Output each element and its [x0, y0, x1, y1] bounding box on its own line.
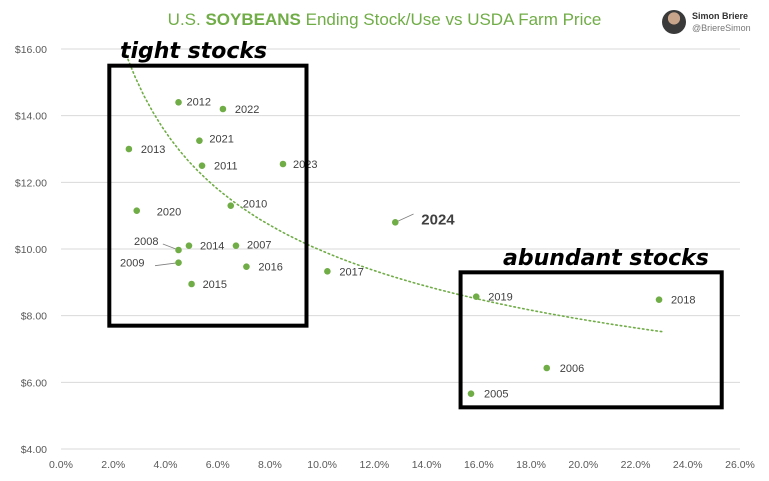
- x-tick-label: 8.0%: [258, 459, 282, 471]
- data-point: [175, 259, 182, 266]
- data-point: [227, 202, 235, 209]
- point-label: 2010: [243, 199, 267, 211]
- data-point: [125, 145, 133, 153]
- x-tick-label: 20.0%: [568, 459, 598, 471]
- point-label: 2016: [258, 262, 282, 274]
- leader-line: [395, 213, 414, 223]
- point-label: 2019: [488, 292, 512, 304]
- point-label: 2021: [209, 134, 233, 146]
- point-label: 2014: [200, 241, 224, 253]
- y-tick-label: $6.00: [21, 377, 47, 389]
- data-point: [279, 160, 287, 168]
- x-tick-label: 4.0%: [153, 459, 177, 471]
- data-point: [472, 293, 480, 300]
- x-tick-label: 22.0%: [621, 459, 651, 471]
- y-tick-label: $12.00: [15, 177, 47, 189]
- point-label: 2013: [141, 144, 165, 156]
- y-tick-label: $16.00: [15, 44, 47, 56]
- data-point: [243, 263, 250, 270]
- x-tick-label: 18.0%: [516, 459, 546, 471]
- point-label: 2011: [214, 161, 238, 173]
- y-tick-label: $8.00: [21, 311, 47, 323]
- author-badge[interactable]: Simon Briere @BriereSimon: [662, 10, 751, 34]
- y-tick-label: $4.00: [21, 444, 47, 456]
- x-tick-label: 10.0%: [307, 459, 337, 471]
- data-point: [175, 99, 182, 106]
- x-tick-label: 24.0%: [673, 459, 703, 471]
- data-point: [219, 105, 227, 113]
- x-tick-label: 26.0%: [725, 459, 755, 471]
- data-point: [198, 162, 206, 169]
- data-point: [133, 207, 141, 214]
- data-point: [391, 219, 399, 226]
- data-point: [467, 390, 475, 397]
- leader-line: [154, 262, 179, 267]
- y-tick-label: $14.00: [15, 111, 47, 123]
- chart-title: U.S. SOYBEANS Ending Stock/Use vs USDA F…: [167, 10, 602, 29]
- data-point: [188, 280, 195, 288]
- data-point: [232, 242, 240, 249]
- data-point: [196, 137, 203, 144]
- x-tick-label: 14.0%: [412, 459, 442, 471]
- x-tick-label: 2.0%: [101, 459, 125, 471]
- point-label: 2007: [247, 240, 271, 252]
- annotation-abundant-stocks: abundant stocks: [503, 246, 709, 271]
- point-label: 2009: [120, 258, 144, 270]
- point-label: 2017: [339, 266, 363, 278]
- author-handle: @BriereSimon: [692, 23, 751, 33]
- point-label: 2012: [187, 96, 211, 108]
- data-point: [324, 268, 331, 275]
- trendline: [125, 54, 663, 333]
- data-point: [175, 246, 182, 254]
- point-label: 2018: [671, 295, 695, 307]
- point-label: 2024: [421, 211, 455, 228]
- tight-stocks-box: [107, 63, 309, 328]
- x-tick-label: 0.0%: [49, 459, 73, 471]
- author-name: Simon Briere: [692, 11, 749, 21]
- point-label: 2005: [484, 389, 508, 401]
- annotation-tight-stocks: tight stocks: [120, 39, 267, 64]
- x-tick-label: 16.0%: [464, 459, 494, 471]
- avatar: [662, 10, 686, 34]
- y-tick-label: $10.00: [15, 244, 47, 256]
- point-label: 2020: [157, 207, 181, 219]
- abundant-stocks-box: [458, 270, 724, 410]
- point-label: 2015: [203, 279, 227, 291]
- data-point: [543, 364, 551, 372]
- x-tick-label: 12.0%: [359, 459, 389, 471]
- x-tick-label: 6.0%: [206, 459, 230, 471]
- point-label: 2006: [560, 363, 584, 375]
- data-point: [655, 296, 663, 303]
- point-label: 2022: [235, 104, 259, 116]
- data-point: [185, 242, 193, 249]
- point-label: 2008: [134, 236, 158, 248]
